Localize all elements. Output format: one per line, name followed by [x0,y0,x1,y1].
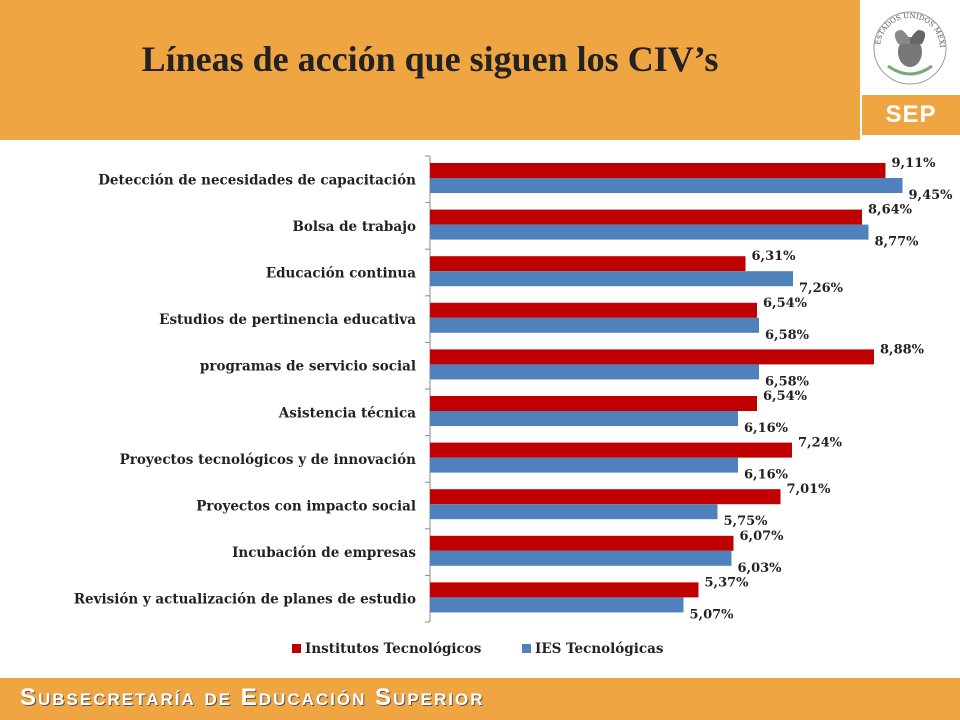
category-label: Proyectos con impacto social [196,499,416,515]
data-label: 6,31% [752,249,797,264]
category-label: Asistencia técnica [278,405,416,421]
data-label: 7,24% [798,436,843,451]
bar-ies [430,597,684,613]
category-label: Proyectos tecnológicos y de innovación [120,452,417,468]
data-label: 5,37% [705,575,750,590]
data-label: 7,01% [787,482,832,497]
category-label: Estudios de pertinencia educativa [159,312,416,328]
bar-institutos [430,209,862,225]
bar-ies [430,550,732,566]
bar-institutos [430,582,699,598]
mexican-emblem-icon: ESTADOS UNIDOS MEXICANOS [856,0,947,85]
data-label: 6,16% [744,421,789,436]
legend-swatch [292,644,301,653]
bar-institutos [430,396,757,411]
footer-bar: Subsecretaría de Educación Superior [0,678,960,720]
bar-ies [430,504,718,520]
bar-ies [430,271,793,287]
category-label: programas de servicio social [200,359,416,375]
bar-chart: Detección de necesidades de capacitación… [74,155,954,657]
bar-ies [430,178,903,193]
data-label: 5,75% [724,514,769,529]
data-label: 8,77% [875,235,920,250]
bar-ies [430,411,738,426]
legend-swatch [522,644,531,653]
sep-logo-text: SEP [885,101,937,128]
data-label: 6,03% [738,561,783,576]
bar-institutos [430,535,734,551]
category-label: Revisión y actualización de planes de es… [74,592,416,608]
bar-ies [430,224,869,240]
bar-institutos [430,489,781,505]
data-label: 8,88% [880,342,925,357]
bar-institutos [430,163,886,178]
bar-ies [430,457,738,473]
sep-logo: SEP [862,95,960,135]
data-label: 6,07% [740,529,785,544]
bar-ies [430,364,759,380]
data-label: 9,11% [892,156,937,171]
page-title: Líneas de acción que siguen los CIV’s [141,39,719,79]
category-label: Incubación de empresas [232,545,416,561]
bar-institutos [430,349,874,365]
footer-text: Subsecretaría de Educación Superior [20,684,485,711]
data-label: 6,58% [765,328,810,343]
legend-label: IES Tecnológicas [535,641,664,657]
data-label: 6,16% [744,468,789,483]
data-label: 7,26% [799,281,844,296]
category-label: Bolsa de trabajo [293,219,417,235]
legend-label: Institutos Tecnológicos [305,641,482,657]
bar-institutos [430,302,757,318]
bar-ies [430,317,759,333]
category-label: Educación continua [266,266,416,282]
bar-institutos [430,256,746,272]
data-label: 6,54% [763,296,808,311]
data-label: 6,58% [765,374,810,389]
data-label: 9,45% [909,188,954,203]
data-label: 5,07% [690,607,735,622]
data-label: 8,64% [868,203,913,218]
bar-institutos [430,442,792,458]
header-bar [0,0,960,140]
data-label: 6,54% [763,389,808,404]
category-label: Detección de necesidades de capacitación [98,172,416,188]
